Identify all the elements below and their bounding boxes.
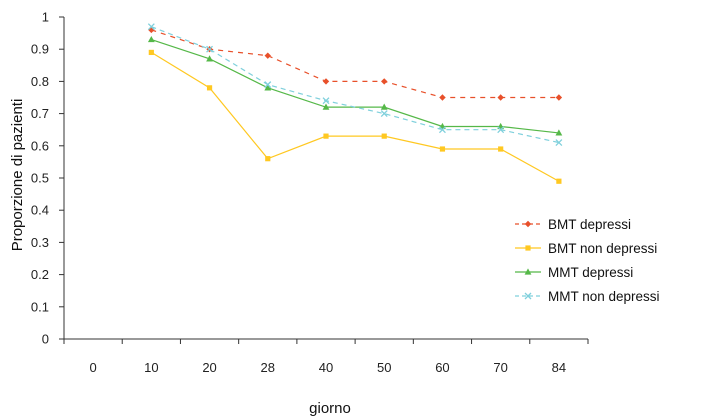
data-point xyxy=(556,178,562,184)
x-tick-label: 70 xyxy=(493,360,507,375)
data-point xyxy=(555,139,563,147)
data-point xyxy=(498,146,504,152)
x-tick-label: 10 xyxy=(144,360,158,375)
x-tick-label: 20 xyxy=(202,360,216,375)
x-axis-label: giorno xyxy=(309,400,351,417)
series-line-mmt-depressi xyxy=(151,38,559,134)
data-point xyxy=(380,110,388,118)
data-point xyxy=(439,146,446,152)
data-point xyxy=(264,52,271,59)
data-point xyxy=(206,45,214,53)
legend-swatch-marker xyxy=(524,268,532,275)
chart-axes: 00.10.20.30.40.50.60.70.80.910 10 20 28 40 50… xyxy=(31,10,589,375)
legend-item: BMT depressi xyxy=(515,217,631,232)
data-point xyxy=(264,81,272,89)
y-tick-label: 0.6 xyxy=(31,138,49,153)
legend-swatch-marker xyxy=(524,220,532,228)
x-tick-label: 28 xyxy=(261,360,275,375)
legend-label: MMT non depressi xyxy=(548,289,660,304)
y-tick-label: 0.4 xyxy=(31,203,49,218)
legend-label: MMT depressi xyxy=(548,265,633,280)
x-tick-label: 0 xyxy=(89,360,96,375)
y-axis-label: Proporzione di pazienti xyxy=(9,99,26,252)
y-tick-label: 1 xyxy=(42,10,49,25)
series-line-mmt-non-depressi xyxy=(151,26,560,144)
data-point xyxy=(264,84,272,91)
x-tick-label: 84 xyxy=(552,360,566,375)
legend-swatch-marker xyxy=(525,245,531,251)
y-tick-label: 0.3 xyxy=(31,235,49,250)
data-point xyxy=(555,129,563,136)
series-bmt-non-depressi xyxy=(148,49,562,184)
data-point xyxy=(381,78,388,85)
data-point xyxy=(439,94,446,101)
y-tick-label: 0.8 xyxy=(31,74,49,89)
x-tick-label: 40 xyxy=(319,360,333,375)
x-tick-label: 60 xyxy=(435,360,449,375)
data-point xyxy=(381,133,387,139)
series-line-bmt-non-depressi xyxy=(151,51,560,182)
y-tick-label: 0 xyxy=(42,332,49,347)
data-point xyxy=(555,94,563,101)
data-point xyxy=(265,156,271,162)
legend-item: BMT non depressi xyxy=(515,241,657,256)
data-point xyxy=(206,85,213,91)
data-point xyxy=(380,103,388,110)
legend-item: MMT non depressi xyxy=(515,289,660,304)
data-point xyxy=(438,126,446,134)
series-mmt-non-depressi xyxy=(147,23,563,147)
x-tick-label: 50 xyxy=(377,360,391,375)
data-point xyxy=(497,94,504,101)
data-point xyxy=(322,97,330,105)
chart-series xyxy=(147,23,563,184)
chart-legend: BMT depressi BMT non depressi MMT depressi… xyxy=(515,217,660,304)
legend-label: BMT depressi xyxy=(548,217,631,232)
y-tick-label: 0.7 xyxy=(31,106,49,121)
y-tick-label: 0.2 xyxy=(31,267,49,282)
y-tick-label: 0.9 xyxy=(31,42,49,57)
legend-item: MMT depressi xyxy=(515,265,633,280)
data-point xyxy=(147,23,155,31)
legend-label: BMT non depressi xyxy=(548,241,657,256)
data-point xyxy=(322,103,330,110)
data-point xyxy=(206,55,213,62)
series-line-bmt-depressi xyxy=(151,29,559,99)
data-point xyxy=(148,49,154,56)
legend-swatch-marker xyxy=(524,292,532,300)
y-tick-label: 0.1 xyxy=(31,299,49,314)
data-point xyxy=(323,133,329,139)
data-point xyxy=(322,78,330,85)
data-point xyxy=(147,35,155,43)
data-point xyxy=(497,126,505,134)
y-tick-label: 0.5 xyxy=(31,171,49,186)
